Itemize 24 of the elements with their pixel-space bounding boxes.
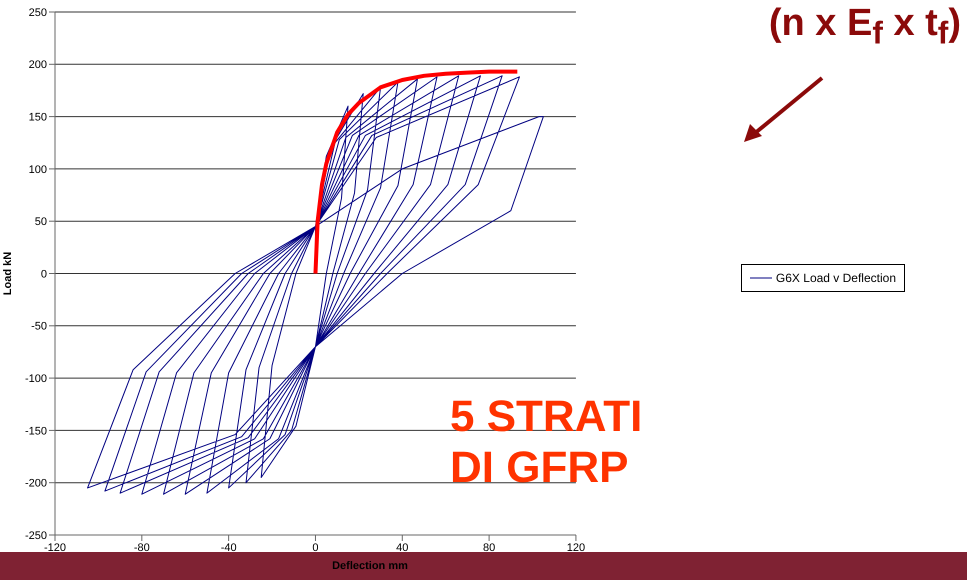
x-tick-label: 40 [396, 542, 408, 554]
y-tick-label: 150 [28, 112, 47, 124]
y-tick-label: -200 [24, 478, 47, 490]
y-tick-label: 250 [28, 6, 47, 19]
legend-label: G6X Load v Deflection [774, 270, 896, 284]
y-tick-label: 0 [40, 268, 47, 280]
x-tick-label: 80 [482, 542, 496, 554]
line-series [313, 70, 520, 276]
x-tick-label: 0 [312, 542, 319, 554]
text: (n x E$_{f}$ x t$_{f}$) [768, 2, 961, 52]
y-axis-title: Load kN [2, 252, 14, 296]
y-tick-label: -100 [24, 373, 47, 386]
x-tick-label: -120 [44, 542, 66, 554]
x-tick-label: 120 [566, 542, 586, 554]
y-tick-label: -50 [31, 320, 47, 333]
y-tick-label: -150 [24, 425, 47, 438]
y-tick-label: -250 [24, 530, 47, 542]
annotation: 5 STRATI DI GFRP [450, 392, 644, 494]
y-tick-label: 200 [28, 59, 47, 72]
y-tick-label: 100 [28, 164, 47, 176]
x-tick-label: -80 [134, 542, 150, 554]
x-axis-title: Deflection mm [332, 560, 408, 572]
x-tick-label: -40 [220, 542, 237, 554]
y-tick-label: 50 [34, 216, 47, 228]
